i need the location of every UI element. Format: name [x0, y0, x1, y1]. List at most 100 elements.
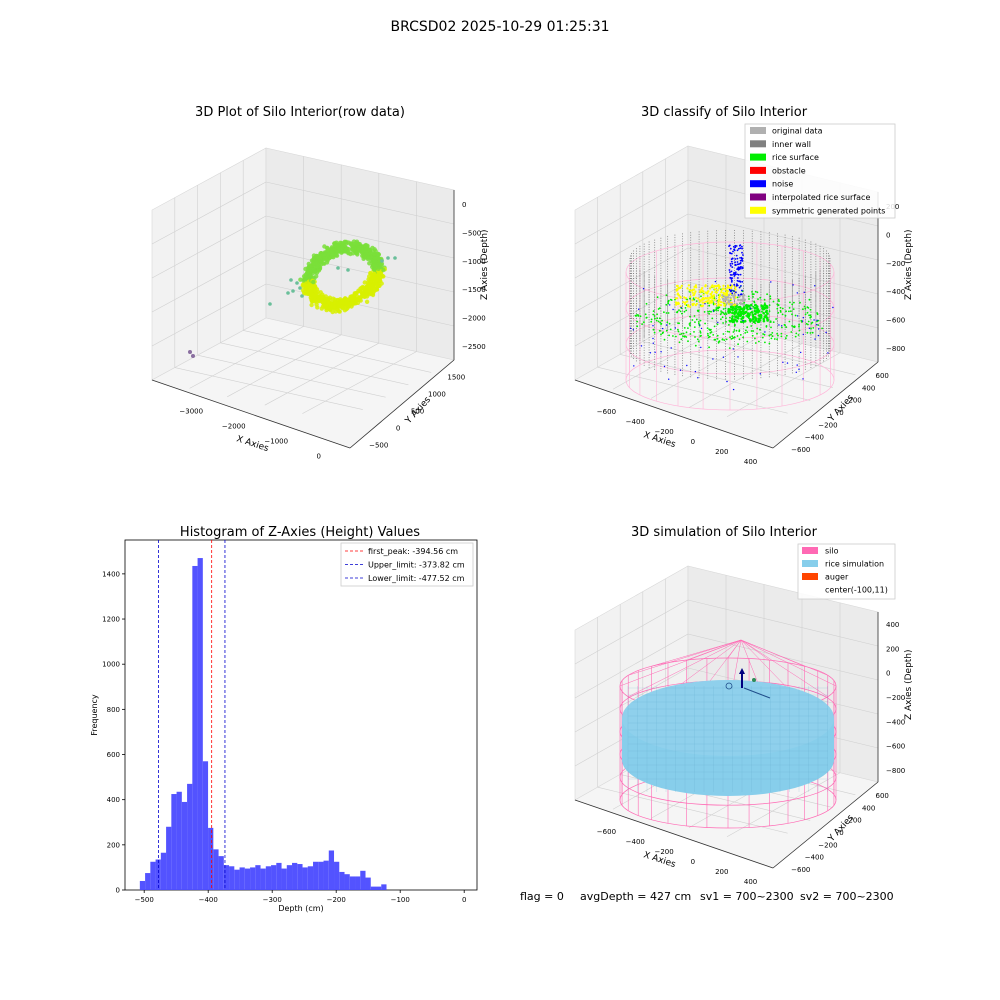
simulation-3d-scene	[619, 639, 837, 829]
noise-point	[737, 247, 740, 250]
histogram-bar	[318, 861, 324, 890]
rice-surface-point	[706, 332, 709, 335]
symmetric-point	[689, 295, 692, 298]
raw-x-tick-label: −2000	[222, 423, 246, 431]
raw-point	[307, 273, 313, 278]
rice-surface-point	[708, 304, 711, 307]
rice-surface-point	[689, 324, 691, 327]
rice-surface-point	[746, 315, 750, 318]
silo-roof-line	[740, 639, 828, 676]
histogram-bar	[197, 558, 203, 890]
raw-point	[362, 280, 367, 285]
rice-surface-point	[680, 333, 683, 335]
rice-surface-point	[668, 322, 671, 325]
rice-surface-point	[728, 320, 732, 323]
histogram-bar	[176, 791, 182, 890]
rice-surface-point	[645, 302, 648, 305]
histogram-bar	[250, 867, 256, 890]
rice-surface-point	[762, 311, 765, 315]
rice-surface-point	[660, 333, 662, 336]
classify-legend: original data inner wall rice surface obsta…	[744, 123, 896, 219]
grid-line	[151, 283, 267, 347]
symmetric-point	[707, 298, 710, 301]
histogram-x-tick-label: −300	[263, 896, 282, 904]
rice-surface-point	[666, 321, 669, 324]
rice-surface-point	[729, 308, 732, 311]
rice-surface-point	[807, 323, 809, 326]
raw-point	[370, 272, 376, 278]
noise-point	[652, 325, 654, 327]
rice-surface-point	[766, 312, 769, 315]
rice-surface-point	[729, 316, 731, 319]
rice-surface-point	[678, 341, 681, 344]
rice-sim-top	[622, 680, 834, 756]
rice-surface-point	[693, 298, 696, 301]
raw-y-tick-label: 0	[396, 425, 400, 433]
histogram-bar	[223, 865, 230, 890]
symmetric-point	[708, 302, 711, 305]
symmetric-point	[699, 290, 702, 293]
rice-surface-point	[743, 301, 746, 304]
raw-point	[354, 242, 360, 247]
grid-line	[265, 181, 455, 225]
original-point	[741, 299, 744, 302]
noise-point	[699, 324, 701, 326]
raw-z-tick-label: 0	[462, 201, 466, 209]
symmetric-point	[712, 294, 716, 297]
rice-surface-point	[656, 317, 659, 320]
histogram-bar	[339, 871, 345, 890]
panel-simulation-title: 3D simulation of Silo Interior	[631, 525, 818, 540]
noise-point	[739, 280, 741, 283]
classify-x-tick-label: 400	[744, 458, 757, 466]
simulation-z-tick-label: −200	[886, 694, 905, 702]
noise-point	[737, 273, 740, 276]
rice-surface-point	[806, 331, 809, 334]
rice-surface-point	[756, 291, 759, 294]
rice-surface-point	[776, 332, 779, 335]
rice-surface-point	[734, 309, 738, 313]
rice-surface-point	[736, 335, 739, 337]
raw-point	[319, 306, 324, 311]
rice-surface-point	[724, 312, 727, 314]
rice-surface-point	[653, 315, 656, 317]
rice-surface-point	[699, 319, 702, 322]
center-marker	[752, 678, 756, 682]
histogram-y-tick-label: 600	[107, 751, 120, 759]
raw-point	[363, 287, 368, 293]
rice-surface-point	[821, 327, 823, 330]
original-point	[739, 302, 742, 306]
grid-line	[650, 334, 765, 399]
histogram-bar	[187, 783, 193, 890]
symmetric-point	[701, 301, 704, 304]
simulation-z-tick-label: 200	[886, 645, 899, 653]
noise-point	[827, 352, 829, 354]
rice-surface-point	[733, 336, 736, 339]
symmetric-point	[711, 284, 714, 287]
noise-point	[736, 268, 738, 270]
rice-surface-point	[756, 332, 758, 335]
raw-point	[305, 265, 311, 271]
raw-outlier-point	[286, 291, 290, 295]
rice-surface-point	[644, 313, 647, 316]
simulation-y-tick-label: 400	[862, 804, 875, 812]
classify-legend-frame	[744, 123, 896, 219]
rice-surface-point	[689, 297, 691, 300]
rice-surface-point	[681, 312, 683, 315]
noise-point	[736, 257, 739, 260]
symmetric-point	[686, 287, 689, 290]
rice-surface-point	[716, 334, 719, 337]
simulation-z-tick-label: −400	[886, 718, 905, 726]
rice-surface-point	[803, 305, 806, 308]
rice-surface-point	[722, 322, 724, 324]
simulation-legend-swatch	[802, 560, 818, 567]
noise-point	[733, 249, 736, 252]
symmetric-point	[717, 296, 721, 299]
symmetric-point	[686, 305, 690, 308]
raw-point	[324, 307, 329, 313]
rice-surface-point	[672, 335, 674, 337]
rice-surface-point	[768, 342, 771, 345]
rice-surface-point	[699, 332, 702, 334]
noise-point	[803, 291, 805, 293]
grid-line	[642, 341, 833, 388]
rice-surface-point	[812, 327, 815, 329]
